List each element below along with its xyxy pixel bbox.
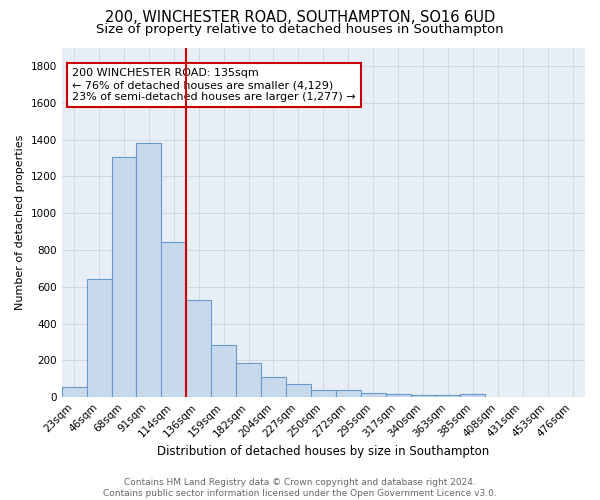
Y-axis label: Number of detached properties: Number of detached properties [15,134,25,310]
Text: 200, WINCHESTER ROAD, SOUTHAMPTON, SO16 6UD: 200, WINCHESTER ROAD, SOUTHAMPTON, SO16 … [105,10,495,25]
Text: Contains HM Land Registry data © Crown copyright and database right 2024.
Contai: Contains HM Land Registry data © Crown c… [103,478,497,498]
Bar [311,390,336,397]
Bar [62,387,86,397]
Bar [161,242,186,397]
Bar [86,280,112,397]
Bar [112,157,136,397]
Text: 200 WINCHESTER ROAD: 135sqm
← 76% of detached houses are smaller (4,129)
23% of : 200 WINCHESTER ROAD: 135sqm ← 76% of det… [72,68,356,102]
Bar [286,384,311,397]
Text: Size of property relative to detached houses in Southampton: Size of property relative to detached ho… [96,22,504,36]
Bar [460,394,485,397]
Bar [261,377,286,397]
X-axis label: Distribution of detached houses by size in Southampton: Distribution of detached houses by size … [157,444,490,458]
Bar [186,300,211,397]
Bar [436,396,460,397]
Bar [386,394,410,397]
Bar [361,392,386,397]
Bar [136,143,161,397]
Bar [336,390,361,397]
Bar [211,345,236,397]
Bar [236,363,261,397]
Bar [410,396,436,397]
